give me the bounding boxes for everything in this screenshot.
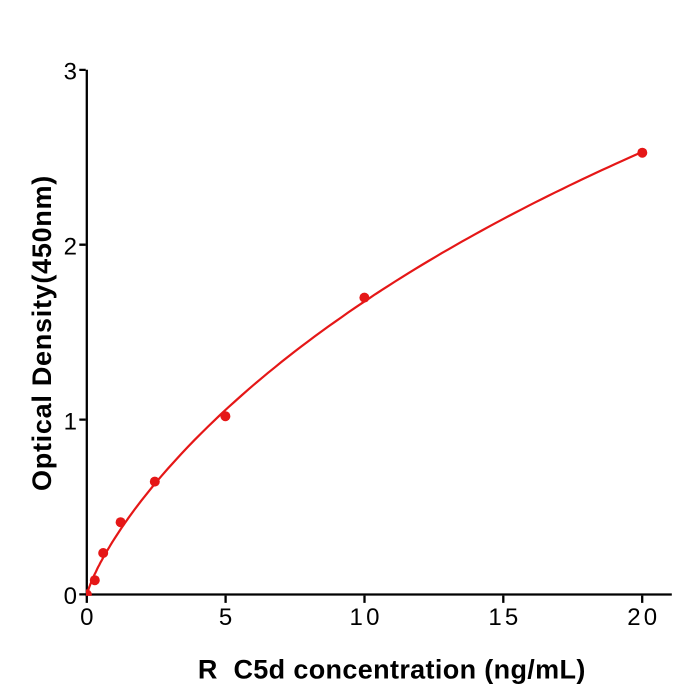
svg-text:20: 20 bbox=[627, 604, 660, 631]
svg-text:0: 0 bbox=[64, 583, 77, 610]
svg-text:R C5d concentration (ng/mL): R C5d concentration (ng/mL) bbox=[198, 655, 586, 685]
svg-text:1: 1 bbox=[64, 408, 77, 435]
svg-text:10: 10 bbox=[350, 604, 383, 631]
svg-text:Optical Density(450nm): Optical Density(450nm) bbox=[27, 175, 57, 491]
svg-text:15: 15 bbox=[488, 604, 521, 631]
svg-text:5: 5 bbox=[219, 604, 232, 631]
svg-text:2: 2 bbox=[64, 234, 77, 261]
svg-text:3: 3 bbox=[64, 59, 77, 86]
svg-text:0: 0 bbox=[80, 604, 93, 631]
